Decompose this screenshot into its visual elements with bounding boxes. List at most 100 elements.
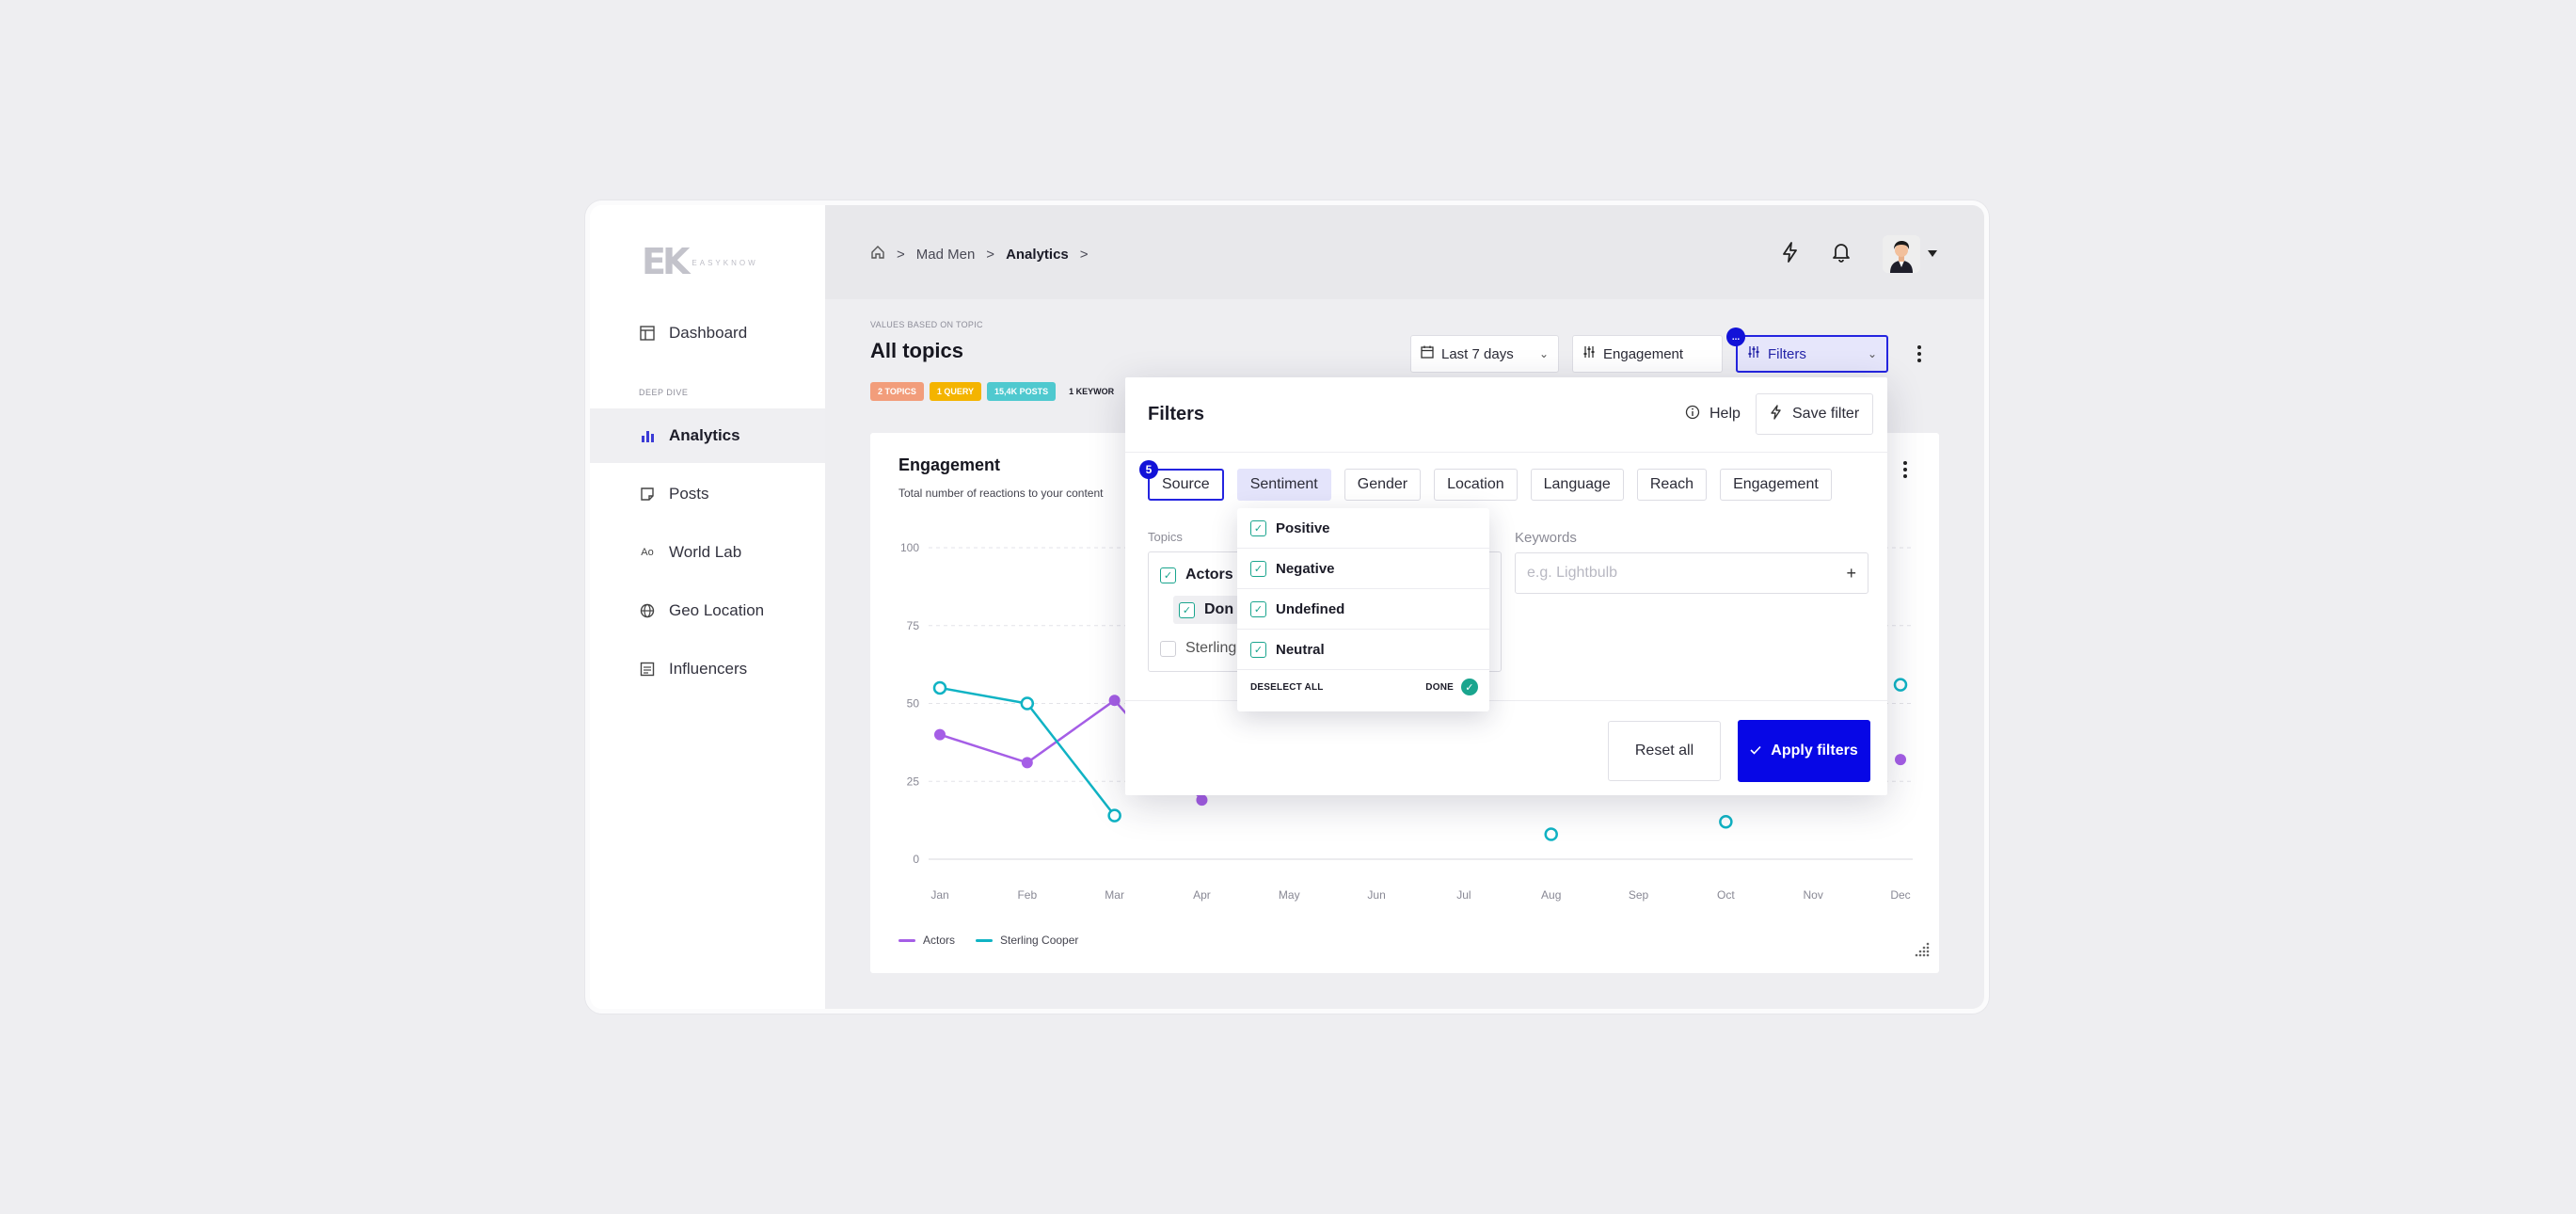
logo-mark: EK [642,241,690,282]
sidebar-item-posts[interactable]: Posts [590,467,825,521]
x-tick-label: Oct [1717,888,1735,902]
y-tick-label: 100 [900,541,919,554]
user-menu[interactable] [1883,235,1937,273]
sidebar-item-influencers[interactable]: Influencers [590,642,825,696]
page-title: All topics [870,339,964,362]
help-label: Help [1709,406,1741,422]
sidebar-item-world-lab[interactable]: Ao World Lab [590,525,825,580]
data-point [1020,696,1035,711]
info-icon [1685,405,1700,424]
sentiment-option[interactable]: ✓ Neutral [1237,630,1489,670]
x-tick-label: Aug [1541,888,1561,902]
lightning-icon[interactable] [1781,241,1800,267]
globe-icon [639,602,656,619]
summary-badges: 2 TOPICS 1 QUERY 15,4K POSTS 1 KEYWOR [870,382,1121,401]
tab-gender[interactable]: Gender [1344,469,1422,501]
sidebar-item-geo-location[interactable]: Geo Location [590,583,825,638]
reset-all-button[interactable]: Reset all [1608,721,1721,781]
tab-engagement[interactable]: Engagement [1720,469,1832,501]
sidebar-item-analytics[interactable]: Analytics [590,408,825,463]
tab-language[interactable]: Language [1530,469,1624,501]
breadcrumb-item[interactable]: Mad Men [915,246,976,263]
filters-panel-footer-divider [1125,700,1887,701]
save-filter-label: Save filter [1792,406,1860,422]
dropdown-footer: DESELECT ALL DONE ✓ [1250,673,1478,701]
metric-select[interactable]: Engagement [1572,335,1723,373]
topic-label: Sterling [1185,640,1237,656]
lightning-icon [1770,404,1783,424]
breadcrumb-separator: > [986,246,995,263]
filters-button[interactable]: Filters ⌄ [1736,335,1888,373]
legend-label: Sterling Cooper [1000,934,1079,947]
logo-wordmark: EASYKNOW [692,258,758,267]
sentiment-option[interactable]: ✓ Undefined [1237,589,1489,630]
apply-filters-label: Apply filters [1771,743,1858,759]
x-tick-label: Jul [1456,888,1471,902]
done-button[interactable]: DONE ✓ [1425,679,1478,695]
data-point [1021,757,1033,769]
filters-label: Filters [1768,345,1806,362]
deselect-all-button[interactable]: DESELECT ALL [1250,681,1324,693]
tab-sentiment[interactable]: Sentiment [1236,469,1331,501]
checkbox-checked-icon: ✓ [1179,601,1195,618]
data-point [1107,808,1121,823]
data-point [1719,815,1733,829]
badge-posts[interactable]: 15,4K POSTS [987,382,1057,401]
breadcrumb-current: Analytics [1006,246,1069,263]
more-options-icon[interactable] [1916,345,1922,362]
sidebar-item-label: Influencers [669,660,748,678]
sidebar-section-label: DEEP DIVE [639,388,689,397]
plus-icon[interactable]: + [1846,563,1856,583]
card-more-icon[interactable] [1902,461,1908,478]
home-icon[interactable] [870,245,885,264]
tab-location[interactable]: Location [1434,469,1518,501]
topic-item[interactable]: ✓ Don [1173,596,1240,624]
page-overline: VALUES BASED ON TOPIC [870,320,983,329]
badge-keywords[interactable]: 1 KEYWOR [1069,387,1115,396]
done-label: DONE [1425,681,1454,693]
x-tick-label: Apr [1193,888,1211,902]
save-filter-button[interactable]: Save filter [1756,393,1874,435]
sentiment-option[interactable]: ✓ Positive [1237,508,1489,549]
filters-panel-title: Filters [1148,404,1205,424]
page-header: VALUES BASED ON TOPIC All topics [870,320,983,363]
date-range-value: Last 7 days [1441,345,1514,362]
badge-topics[interactable]: 2 TOPICS [870,382,924,401]
legend-swatch [898,939,915,943]
breadcrumb-separator: > [1079,246,1089,263]
keywords-input[interactable]: e.g. Lightbulb + [1515,552,1868,594]
check-circle-icon: ✓ [1461,679,1478,695]
badge-query[interactable]: 1 QUERY [929,382,982,401]
data-point [1544,827,1558,841]
checkbox-checked-icon: ✓ [1160,567,1176,583]
checkbox-checked-icon: ✓ [1250,641,1266,658]
data-point [1108,695,1121,707]
tab-source[interactable]: Source [1148,469,1224,501]
apply-filters-button[interactable]: Apply filters [1738,720,1870,782]
checkbox-checked-icon: ✓ [1250,519,1266,536]
bell-icon[interactable] [1832,242,1851,267]
y-tick-label: 50 [907,697,920,711]
topic-item[interactable]: ✓ Sterling [1160,640,1236,657]
keywords-placeholder: e.g. Lightbulb [1527,565,1618,581]
metric-value: Engagement [1603,345,1684,362]
date-range-select[interactable]: Last 7 days ⌄ [1410,335,1559,373]
topics-tree: ✓ Actors ✓ Don ✓ Sterling [1148,551,1502,672]
calendar-icon [1421,345,1434,362]
sentiment-option[interactable]: ✓ Negative [1237,549,1489,589]
legend-item[interactable]: Sterling Cooper [976,934,1078,947]
sidebar-item-dashboard[interactable]: Dashboard [590,306,825,360]
resize-handle-icon[interactable] [1915,942,1930,962]
help-button[interactable]: Help [1671,393,1755,435]
option-label: Negative [1276,560,1335,577]
data-point [934,728,946,741]
keywords-label: Keywords [1515,530,1577,546]
sentiment-dropdown: ✓ Positive ✓ Negative ✓ Undefined ✓ Neut… [1237,508,1489,711]
legend-item[interactable]: Actors [898,934,955,947]
checkbox-checked-icon: ✓ [1250,560,1266,577]
tab-reach[interactable]: Reach [1636,469,1708,501]
topic-item[interactable]: ✓ Actors [1160,567,1233,583]
breadcrumb-separator: > [897,246,905,263]
logo[interactable]: EK EASYKNOW [642,241,758,282]
sidebar-item-label: World Lab [669,543,742,561]
